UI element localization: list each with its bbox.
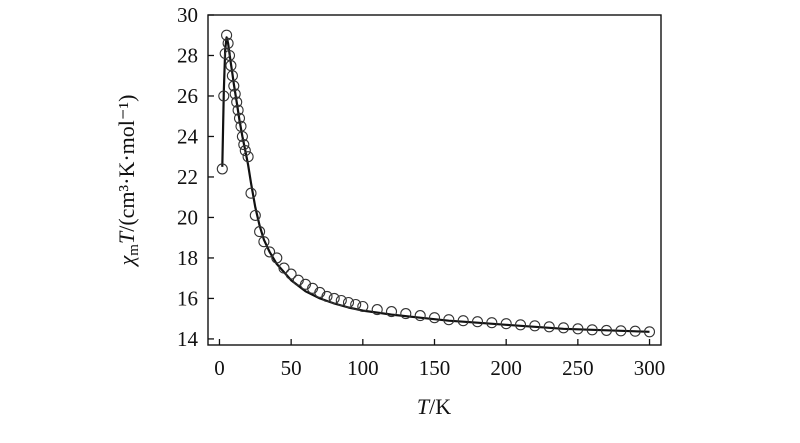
data-point (543, 321, 555, 333)
x-tick-label: 300 (634, 356, 666, 380)
data-point (228, 80, 240, 92)
x-tick-label: 200 (490, 356, 522, 380)
data-point (572, 323, 584, 335)
y-axis-title-symbol: T (114, 230, 139, 244)
data-point (231, 96, 243, 108)
y-axis-title: χmT/(cm³·K·mol⁻¹) (114, 95, 142, 268)
y-tick-label: 26 (177, 84, 198, 108)
y-tick-label: 30 (177, 3, 198, 27)
data-point (471, 316, 484, 328)
y-tick-label: 22 (177, 165, 198, 189)
data-point (216, 163, 228, 175)
y-tick-label: 18 (177, 246, 198, 270)
x-tick-label: 250 (562, 356, 594, 380)
data-point (643, 326, 656, 338)
data-point (222, 37, 234, 49)
data-points (216, 29, 656, 338)
x-tick-label: 50 (281, 356, 302, 380)
data-point (443, 314, 455, 326)
x-axis-title-unit: /K (429, 394, 451, 419)
data-point (264, 246, 276, 258)
y-axis-title-chi: χ (114, 254, 139, 267)
data-point (321, 290, 333, 302)
data-point (615, 325, 627, 337)
data-point (285, 268, 297, 280)
data-point (600, 324, 613, 336)
data-point (229, 88, 241, 100)
x-tick-label: 100 (347, 356, 379, 380)
y-tick-label: 24 (177, 124, 199, 148)
data-point (254, 226, 266, 238)
data-point (239, 145, 251, 157)
data-point (586, 324, 598, 336)
x-axis-ticks: 0 50 100 150 200 250 300 (214, 339, 665, 380)
data-point (221, 29, 233, 41)
data-point (357, 300, 369, 313)
fit-curve (221, 36, 650, 333)
data-point (236, 130, 248, 143)
data-point (232, 104, 244, 116)
x-axis-title: T/K (417, 394, 451, 419)
data-point (350, 298, 362, 311)
data-point (238, 139, 250, 151)
y-tick-label: 14 (177, 327, 199, 351)
data-point (529, 320, 541, 332)
data-point (371, 304, 383, 316)
data-point (428, 312, 441, 324)
y-tick-label: 28 (177, 43, 198, 67)
x-axis-title-symbol: T (417, 394, 431, 419)
data-point (278, 262, 290, 274)
data-point (258, 236, 270, 248)
data-point (629, 325, 641, 337)
data-point (400, 308, 412, 320)
data-point (271, 252, 283, 264)
data-point (342, 296, 355, 309)
y-axis-title-subscript: m (126, 244, 142, 256)
x-tick-label: 150 (419, 356, 451, 380)
data-point (514, 319, 527, 331)
data-point (557, 322, 570, 334)
data-point (335, 294, 347, 307)
data-point (414, 310, 426, 322)
x-tick-label: 0 (214, 356, 225, 380)
y-axis-ticks: 14 16 18 20 22 24 26 28 30 (177, 3, 214, 351)
data-point (500, 318, 512, 330)
data-point (486, 317, 498, 329)
plot-frame (207, 14, 662, 346)
data-point (233, 112, 246, 124)
y-tick-label: 20 (177, 205, 198, 229)
data-point (245, 187, 257, 199)
data-point (385, 306, 398, 318)
data-point (328, 292, 340, 304)
data-point (249, 209, 261, 221)
y-axis-title-unit: /(cm³·K·mol⁻¹) (114, 95, 139, 232)
data-point (457, 315, 469, 327)
y-tick-label: 16 (177, 286, 198, 310)
data-point (218, 90, 230, 102)
data-point (242, 151, 254, 163)
